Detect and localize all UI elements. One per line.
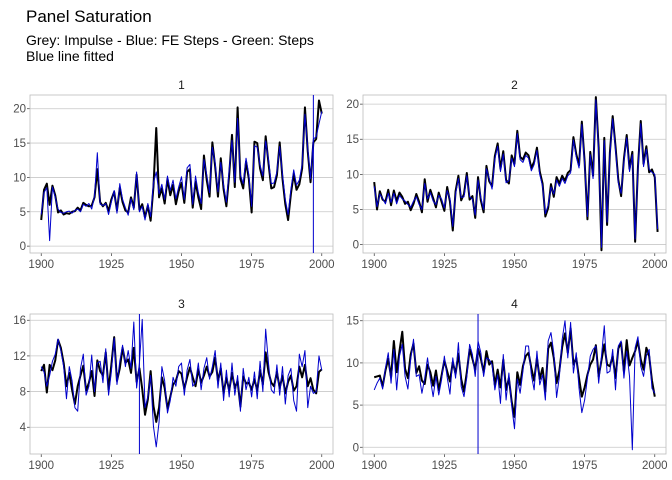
y-tick-label: 10 <box>13 172 26 184</box>
x-tick-label: 2000 <box>642 259 668 271</box>
panel-border <box>29 313 334 455</box>
x-tick-label: 1900 <box>28 259 54 271</box>
y-tick-label: 20 <box>346 99 359 111</box>
x-tick-label: 1925 <box>99 259 125 271</box>
x-tick-label: 1950 <box>502 460 528 472</box>
y-tick-label: 8 <box>20 387 26 399</box>
x-tick-label: 1900 <box>361 259 387 271</box>
fitted-series-line <box>40 318 323 448</box>
x-tick-label: 1975 <box>239 460 265 472</box>
panel-4: 4 0 5 10 15 1900 1925 1950 1975 2000 <box>346 297 667 472</box>
panel-strip-label: 3 <box>178 297 185 311</box>
x-tick-label: 1925 <box>99 460 125 472</box>
x-tick-label: 1975 <box>239 259 265 271</box>
y-tick-label: 15 <box>346 134 359 146</box>
panel-border <box>362 94 667 254</box>
chart-title: Panel Saturation <box>26 7 152 26</box>
y-tick-label: 10 <box>346 358 359 370</box>
y-tick-label: 20 <box>13 104 26 116</box>
y-tick-label: 5 <box>20 207 26 219</box>
y-tick-label: 4 <box>20 422 27 434</box>
fitted-series-line <box>40 111 323 242</box>
panel-strip-label: 4 <box>511 297 518 311</box>
panel-border <box>362 313 667 455</box>
x-tick-label: 1950 <box>169 259 195 271</box>
y-tick-label: 0 <box>353 240 359 252</box>
x-tick-label: 2000 <box>309 259 335 271</box>
y-tick-label: 0 <box>353 442 359 454</box>
panel-strip-label: 2 <box>511 78 518 92</box>
y-tick-label: 12 <box>13 351 26 363</box>
x-tick-label: 1950 <box>502 259 528 271</box>
y-tick-label: 10 <box>346 169 359 181</box>
x-tick-label: 1950 <box>169 460 195 472</box>
x-tick-label: 1900 <box>361 460 387 472</box>
actual-series-line <box>373 327 656 418</box>
x-tick-label: 2000 <box>309 460 335 472</box>
x-tick-label: 1975 <box>572 460 598 472</box>
panel-border <box>29 94 334 254</box>
x-tick-label: 1975 <box>572 259 598 271</box>
y-tick-label: 15 <box>13 138 26 150</box>
y-tick-label: 5 <box>353 400 359 412</box>
x-tick-label: 2000 <box>642 460 668 472</box>
chart-subtitle-line-2: Blue line fitted <box>26 48 114 64</box>
panel-3: 3 4 8 12 16 1900 1925 1950 1975 2000 <box>13 297 334 472</box>
x-tick-label: 1925 <box>432 460 458 472</box>
actual-series-line <box>40 336 323 423</box>
fitted-series-line <box>373 320 656 451</box>
actual-series-line <box>40 99 323 222</box>
y-tick-label: 5 <box>353 204 359 216</box>
fitted-series-line <box>373 99 659 248</box>
x-tick-label: 1900 <box>28 460 54 472</box>
y-tick-label: 0 <box>20 241 26 253</box>
actual-series-line <box>373 96 659 252</box>
chart-subtitle-line-1: Grey: Impulse - Blue: FE Steps - Green: … <box>26 32 314 48</box>
x-tick-label: 1925 <box>432 259 458 271</box>
y-tick-label: 15 <box>346 316 359 328</box>
panel-strip-label: 1 <box>178 78 185 92</box>
y-tick-label: 16 <box>13 315 26 327</box>
